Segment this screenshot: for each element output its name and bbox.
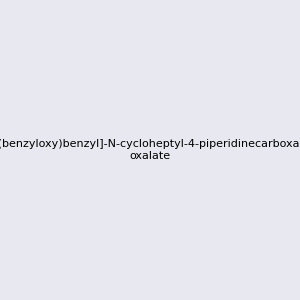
Text: 1-[4-(benzyloxy)benzyl]-N-cycloheptyl-4-piperidinecarboxamide oxalate: 1-[4-(benzyloxy)benzyl]-N-cycloheptyl-4-… [0,139,300,161]
